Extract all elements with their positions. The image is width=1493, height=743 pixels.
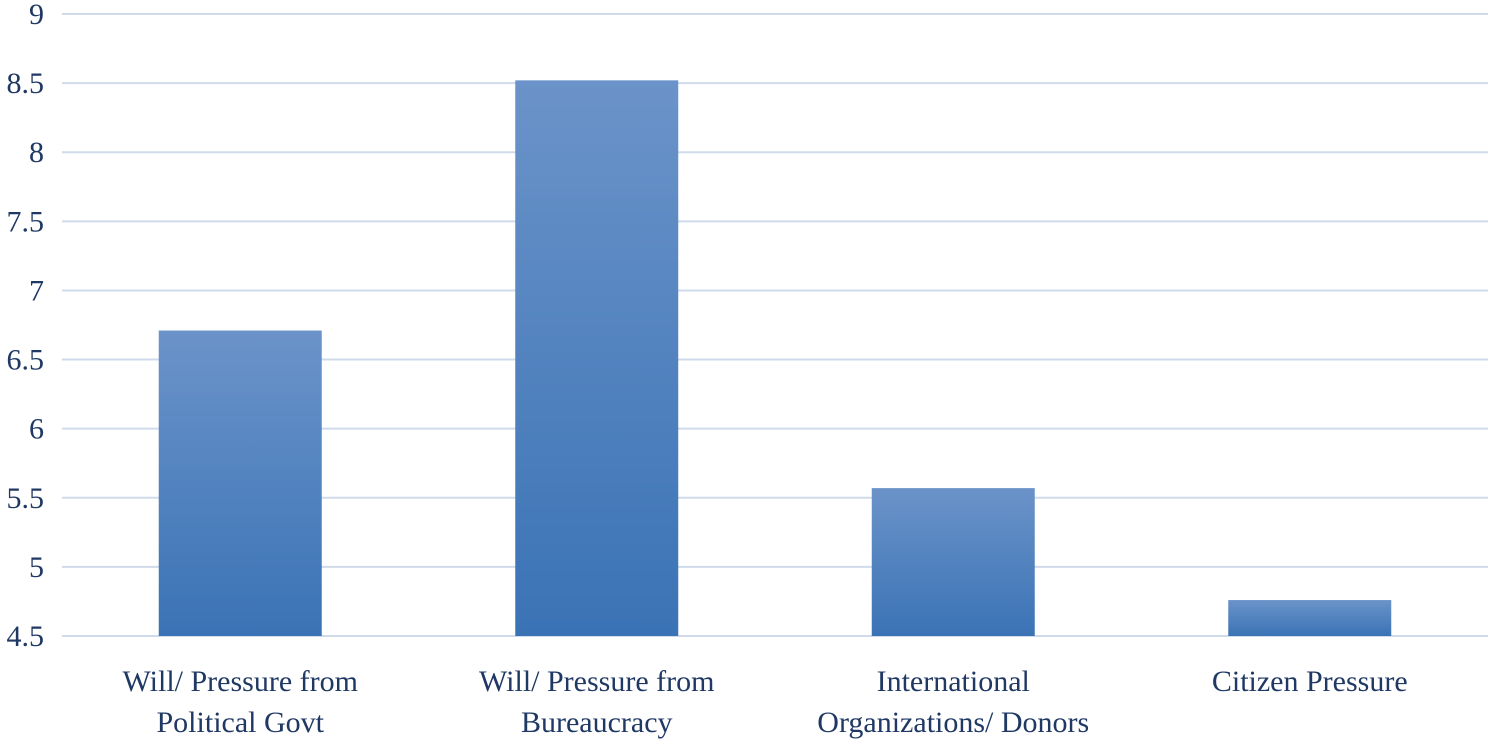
y-tick-label: 5.5: [7, 482, 45, 515]
category-label-line: Organizations/ Donors: [817, 706, 1089, 739]
y-tick-label: 8.5: [7, 67, 45, 100]
y-tick-label: 7: [29, 274, 44, 307]
bar: [871, 488, 1035, 636]
category-label: Will/ Pressure from Political Govt: [123, 665, 358, 739]
category-label-line: Will/ Pressure from: [123, 665, 358, 698]
y-tick-label: 4.5: [7, 620, 45, 653]
bars: [158, 80, 1392, 636]
category-label: Will/ Pressure from Bureaucracy: [479, 665, 714, 739]
y-tick-label: 8: [29, 136, 44, 169]
category-label-line: Bureaucracy: [521, 706, 673, 739]
category-label-line: Will/ Pressure from: [479, 665, 714, 698]
bar: [515, 80, 679, 636]
bar: [1228, 600, 1392, 636]
category-label-line: International: [877, 665, 1030, 698]
category-label: Citizen Pressure: [1212, 665, 1408, 698]
y-axis-tick-labels: 9 8.5 8 7.5 7 6.5 6 5.5 5 4.5: [7, 0, 45, 653]
category-label: International Organizations/ Donors: [817, 665, 1089, 739]
category-label-line: Citizen Pressure: [1212, 665, 1408, 698]
y-tick-label: 6.5: [7, 344, 45, 377]
y-tick-label: 5: [29, 551, 44, 584]
category-label-line: Political Govt: [157, 706, 325, 739]
bar: [158, 330, 322, 636]
y-tick-label: 9: [29, 0, 44, 31]
y-tick-label: 6: [29, 413, 44, 446]
y-tick-label: 7.5: [7, 205, 45, 238]
